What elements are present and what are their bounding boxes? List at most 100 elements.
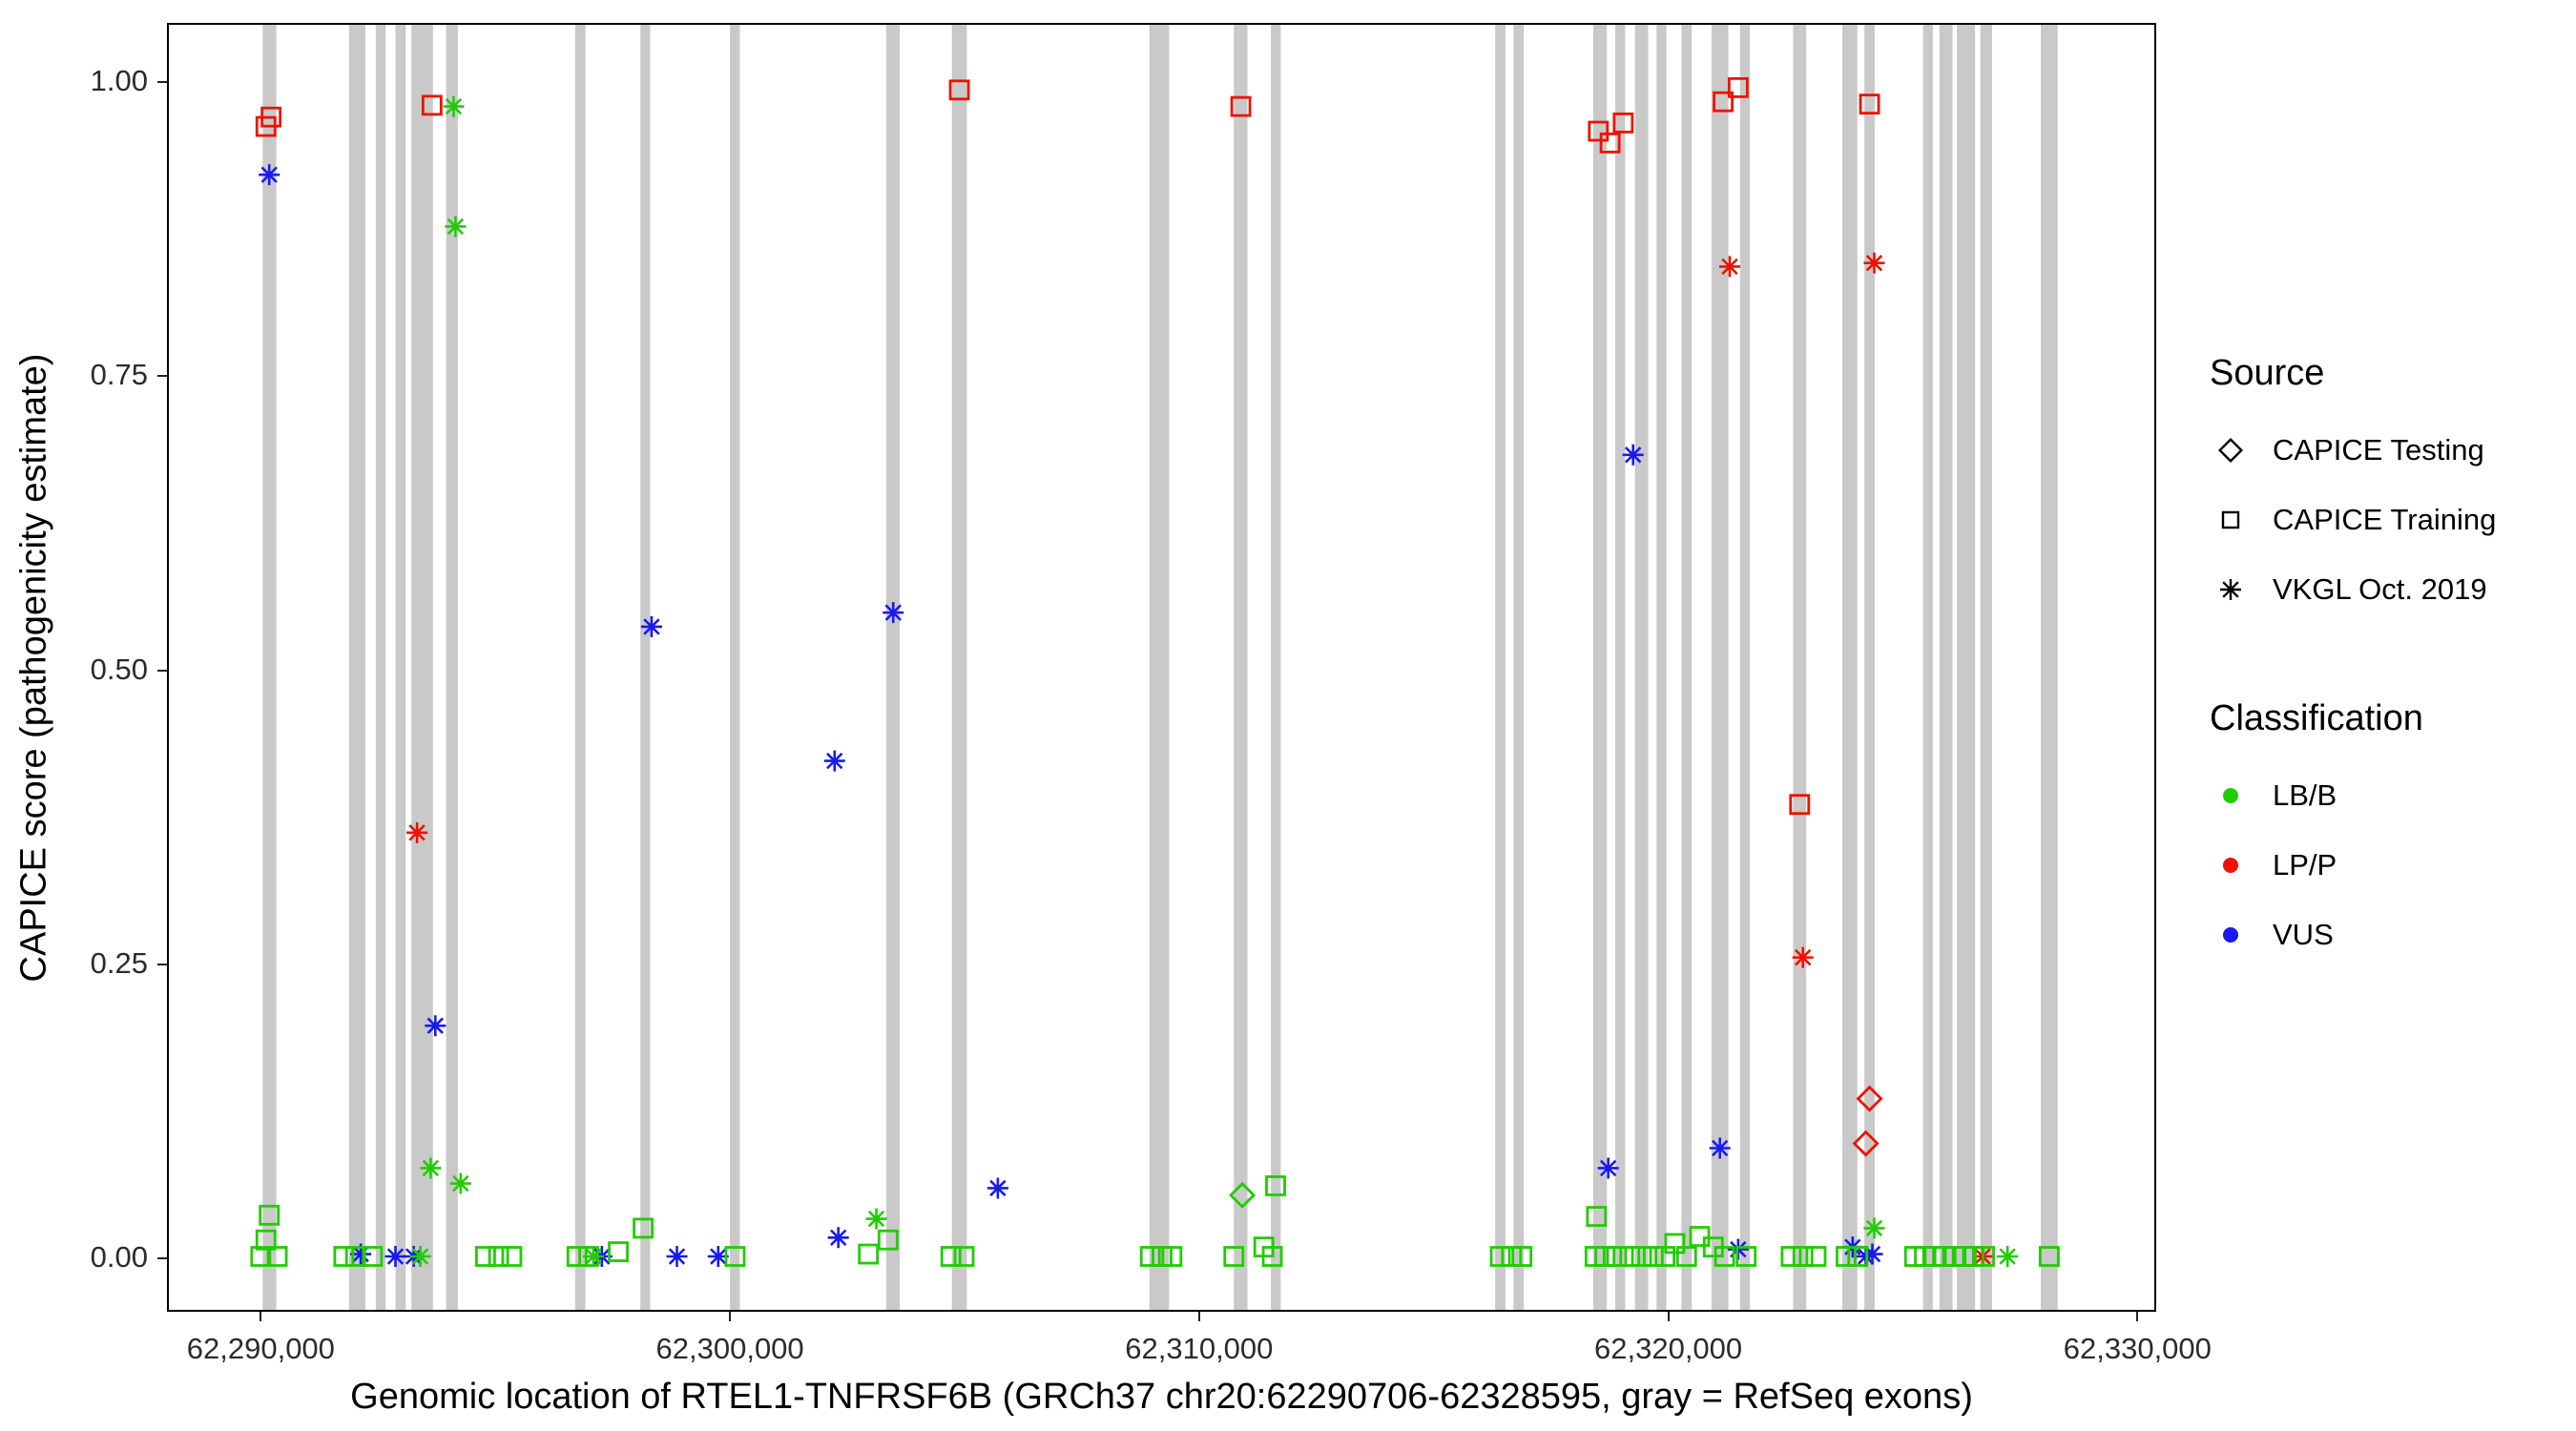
data-point-vkgl-lpp xyxy=(1863,252,1885,274)
data-point-training-lpp xyxy=(1713,91,1735,113)
legend: Source CAPICE Testing CAPICE Training VK… xyxy=(2210,353,2572,969)
exon-bar xyxy=(1980,23,1992,1312)
data-point-training-lpp xyxy=(1588,120,1610,142)
data-point-training-lbb xyxy=(2038,1246,2060,1267)
data-point-training-lbb xyxy=(1780,1246,1802,1267)
data-point-training-lbb xyxy=(266,1246,288,1267)
legend-item-label: LP/P xyxy=(2273,847,2337,881)
y-tick-label: 0.50 xyxy=(90,652,148,686)
legend-item-lpp: LP/P xyxy=(2210,830,2572,900)
x-tick-label: 62,330,000 xyxy=(2063,1332,2212,1365)
lbb-dot-icon xyxy=(2223,787,2238,803)
data-point-training-lpp xyxy=(1230,95,1252,117)
data-point-training-lbb xyxy=(1606,1246,1628,1267)
y-tick-mark xyxy=(157,375,167,378)
data-point-vkgl-vus xyxy=(259,164,280,186)
data-point-vkgl-lpp xyxy=(1719,256,1740,278)
exon-bar xyxy=(1793,23,1807,1312)
exon-bar xyxy=(640,23,651,1312)
x-axis-title: Genomic location of RTEL1-TNFRSF6B (GRCh… xyxy=(350,1377,1973,1417)
data-point-training-lbb xyxy=(1664,1233,1686,1255)
data-point-training-lbb xyxy=(1689,1226,1711,1247)
legend-item-capice-training: CAPICE Training xyxy=(2210,485,2572,554)
data-point-training-lbb xyxy=(1675,1246,1697,1267)
data-point-training-lbb xyxy=(858,1243,880,1265)
x-tick-mark xyxy=(1197,1312,1200,1321)
data-point-training-lbb xyxy=(1631,1246,1652,1267)
data-point-training-lbb xyxy=(724,1246,746,1267)
y-tick-label: 0.75 xyxy=(90,358,148,392)
data-point-training-lbb xyxy=(474,1246,496,1267)
data-point-training-lbb xyxy=(1714,1246,1735,1267)
data-point-training-lbb xyxy=(1139,1246,1161,1267)
data-point-training-lbb xyxy=(333,1246,355,1267)
data-point-vkgl-lbb xyxy=(449,1172,471,1194)
data-point-training-lbb xyxy=(1223,1246,1245,1267)
data-point-vkgl-vus xyxy=(350,1243,372,1265)
data-point-testing-lbb xyxy=(1229,1181,1257,1209)
data-point-training-lpp xyxy=(948,79,970,101)
data-point-training-lbb xyxy=(953,1246,975,1267)
data-point-vkgl-vus xyxy=(883,602,904,624)
asterisk-icon xyxy=(2210,573,2252,606)
exon-bar xyxy=(1592,23,1608,1312)
x-tick-mark xyxy=(2136,1312,2139,1321)
data-point-training-lbb xyxy=(250,1246,272,1267)
x-tick-mark xyxy=(729,1312,732,1321)
data-point-vkgl-vus xyxy=(827,1227,849,1249)
data-point-training-lbb xyxy=(608,1241,629,1262)
exon-bar xyxy=(411,23,433,1312)
y-tick-label: 1.00 xyxy=(90,63,148,97)
plot-area-svg xyxy=(167,23,2156,1312)
y-tick-label: 0.25 xyxy=(90,946,148,981)
data-point-training-lbb xyxy=(501,1246,523,1267)
legend-item-vkgl: VKGL Oct. 2019 xyxy=(2210,554,2572,624)
exon-bar xyxy=(1234,23,1248,1312)
exon-bar xyxy=(1656,23,1667,1312)
data-point-training-lbb xyxy=(259,1204,280,1226)
data-point-training-lbb xyxy=(1805,1246,1827,1267)
data-point-training-lpp xyxy=(1859,93,1880,115)
diamond-icon xyxy=(2210,434,2252,467)
data-point-training-lbb xyxy=(1161,1246,1183,1267)
legend-source-title: Source xyxy=(2210,353,2325,393)
data-point-training-lbb xyxy=(578,1246,599,1267)
legend-item-label: LB/B xyxy=(2273,778,2337,812)
exon-bar xyxy=(885,23,901,1312)
exon-bar xyxy=(1681,23,1693,1312)
data-point-training-lbb xyxy=(1586,1206,1608,1227)
legend-item-capice-testing: CAPICE Testing xyxy=(2210,415,2572,485)
lpp-dot-icon xyxy=(2223,857,2238,873)
data-point-training-lbb xyxy=(1836,1246,1857,1267)
exon-bar xyxy=(1739,23,1751,1312)
exon-bar xyxy=(2041,23,2058,1312)
data-point-training-lbb xyxy=(1619,1246,1641,1267)
data-point-vkgl-lbb xyxy=(420,1157,442,1179)
legend-classification-title: Classification xyxy=(2210,698,2423,738)
data-point-vkgl-lpp xyxy=(406,821,428,843)
exon-bar xyxy=(1495,23,1506,1312)
y-tick-mark xyxy=(157,80,167,83)
y-tick-mark xyxy=(157,964,167,966)
data-point-vkgl-vus xyxy=(1861,1243,1883,1265)
panel-border xyxy=(167,23,2156,1312)
y-tick-mark xyxy=(157,669,167,672)
exon-bar xyxy=(348,23,366,1312)
data-point-vkgl-vus xyxy=(640,615,662,637)
data-point-training-lbb xyxy=(362,1246,384,1267)
data-point-vkgl-lbb xyxy=(443,95,465,117)
exon-bar xyxy=(1711,23,1729,1312)
data-point-training-lbb xyxy=(1594,1246,1616,1267)
data-point-vkgl-lbb xyxy=(1997,1246,2019,1268)
data-point-training-lbb xyxy=(1489,1246,1511,1267)
exon-bar xyxy=(1922,23,1933,1312)
data-point-training-lpp xyxy=(1727,76,1749,98)
legend-item-label: VUS xyxy=(2273,917,2334,951)
data-point-testing-lpp xyxy=(1856,1085,1883,1112)
data-point-training-lpp xyxy=(421,94,443,116)
exon-bar xyxy=(375,23,386,1312)
data-point-vkgl-vus xyxy=(987,1177,1008,1199)
x-tick-mark xyxy=(260,1312,262,1321)
x-tick-label: 62,300,000 xyxy=(655,1332,804,1365)
